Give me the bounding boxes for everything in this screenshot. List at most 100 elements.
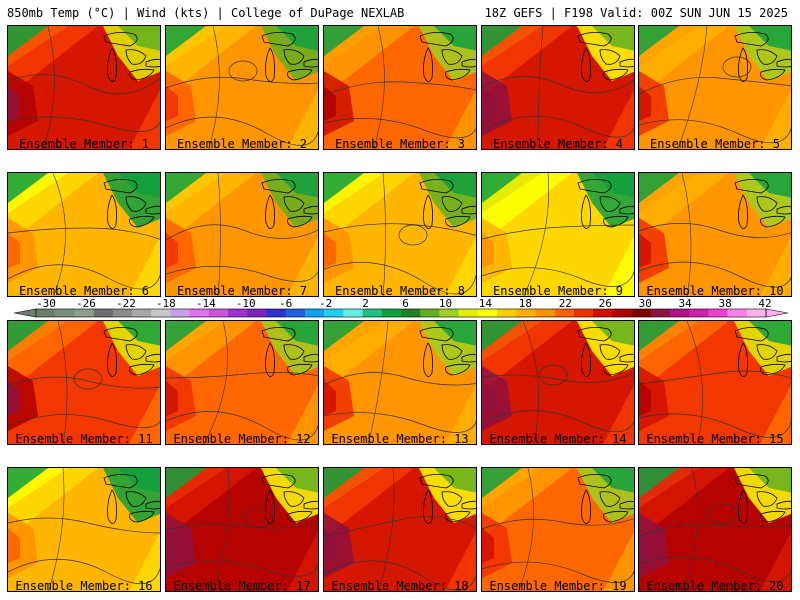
colorbar-segment [650,309,671,317]
ensemble-member-label: Ensemble Member: 4 [492,137,624,151]
temperature-field [324,173,476,296]
ensemble-member-label: Ensemble Member: 8 [334,284,466,298]
ensemble-member-map [638,172,792,297]
colorbar-segment [381,309,402,317]
colorbar-tick-label: 34 [678,297,692,310]
colorbar-segment [93,309,114,317]
colorbar-segment [727,309,748,317]
temperature-field [166,173,318,296]
temperature-field [8,26,160,149]
colorbar-segment [170,309,190,317]
colorbar-segment [324,309,344,317]
temperature-colorbar [14,308,788,318]
colorbar-segment [746,309,767,317]
colorbar-segment [477,309,498,317]
colorbar-segment [112,309,133,317]
ensemble-member-map [638,467,792,592]
temperature-field [482,468,634,591]
colorbar-segment [151,309,171,317]
ensemble-member-label: Ensemble Member: 7 [176,284,308,298]
colorbar-tick-label: -6 [279,297,293,310]
colorbar-segment [573,309,594,317]
ensemble-member-map [481,25,635,150]
colorbar-segment [439,309,459,317]
header-title-left: 850mb Temp (°C) | Wind (kts) | College o… [7,6,405,20]
colorbar-segment [74,309,94,317]
ensemble-member-map [7,172,161,297]
colorbar-tick-label: 18 [518,297,532,310]
colorbar-arrow-left [14,308,37,318]
ensemble-member-label: Ensemble Member: 2 [176,137,308,151]
ensemble-member-map [323,467,477,592]
colorbar-segment [535,309,555,317]
colorbar-tick-label: 38 [718,297,732,310]
colorbar-tick-label: 6 [402,297,409,310]
ensemble-member-map [323,25,477,150]
colorbar-segment [285,309,306,317]
ensemble-member-label: Ensemble Member: 11 [15,432,153,446]
colorbar-segment [458,309,479,317]
colorbar-segment [343,309,363,317]
colorbar-tick-label: -2 [319,297,333,310]
temperature-field [8,173,160,296]
temperature-field [166,26,318,149]
colorbar-segment [36,309,56,317]
ensemble-member-label: Ensemble Member: 3 [334,137,466,151]
colorbar-segment [631,309,652,317]
ensemble-member-label: Ensemble Member: 10 [646,284,784,298]
colorbar-tick-label: 14 [478,297,493,310]
ensemble-member-map [165,172,319,297]
ensemble-member-label: Ensemble Member: 20 [646,579,784,593]
colorbar-tick-label: 42 [758,297,772,310]
ensemble-member-map [165,467,319,592]
temperature-field [324,468,476,591]
temperature-field [639,468,791,591]
colorbar-segment [55,309,75,317]
temperature-field [8,321,160,444]
ensemble-member-label: Ensemble Member: 16 [15,579,153,593]
ensemble-member-label: Ensemble Member: 13 [331,432,469,446]
colorbar-segment [497,309,517,317]
colorbar-tick-label: -30 [36,297,56,310]
colorbar-segment [669,309,690,317]
ensemble-member-map [165,320,319,445]
temperature-field [324,26,476,149]
colorbar-segment [401,309,421,317]
colorbar-segment [554,309,575,317]
temperature-field [324,321,476,444]
temperature-field [639,26,791,149]
colorbar-tick-label: -26 [76,297,96,310]
ensemble-member-map [7,320,161,445]
ensemble-member-label: Ensemble Member: 19 [489,579,627,593]
colorbar-segment [189,309,210,317]
ensemble-member-label: Ensemble Member: 5 [649,137,781,151]
ensemble-member-map [7,467,161,592]
ensemble-member-label: Ensemble Member: 6 [18,284,150,298]
ensemble-member-map [481,320,635,445]
ensemble-member-map [7,25,161,150]
colorbar-tick-label: 10 [438,297,453,310]
colorbar-tick-label: 30 [638,297,652,310]
colorbar-segment [247,309,267,317]
ensemble-member-map [165,25,319,150]
colorbar-border [35,308,767,318]
ensemble-member-label: Ensemble Member: 1 [18,137,150,151]
colorbar-tick-label: -14 [195,297,216,310]
temperature-field [8,468,160,591]
colorbar-segment [266,309,287,317]
ensemble-member-label: Ensemble Member: 18 [331,579,469,593]
colorbar-tick-label: 22 [558,297,572,310]
ensemble-member-map [481,172,635,297]
ensemble-member-label: Ensemble Member: 15 [646,432,784,446]
colorbar-tick-label: -10 [235,297,256,310]
ensemble-member-label: Ensemble Member: 17 [173,579,311,593]
colorbar-segment [304,309,325,317]
ensemble-member-map [323,172,477,297]
colorbar-tick-label: 26 [598,297,612,310]
colorbar-segment [612,309,632,317]
colorbar-segment [362,309,383,317]
colorbar-segment [132,309,152,317]
colorbar-arrow-right [765,308,788,318]
colorbar-segment [420,309,440,317]
ensemble-member-map [481,467,635,592]
